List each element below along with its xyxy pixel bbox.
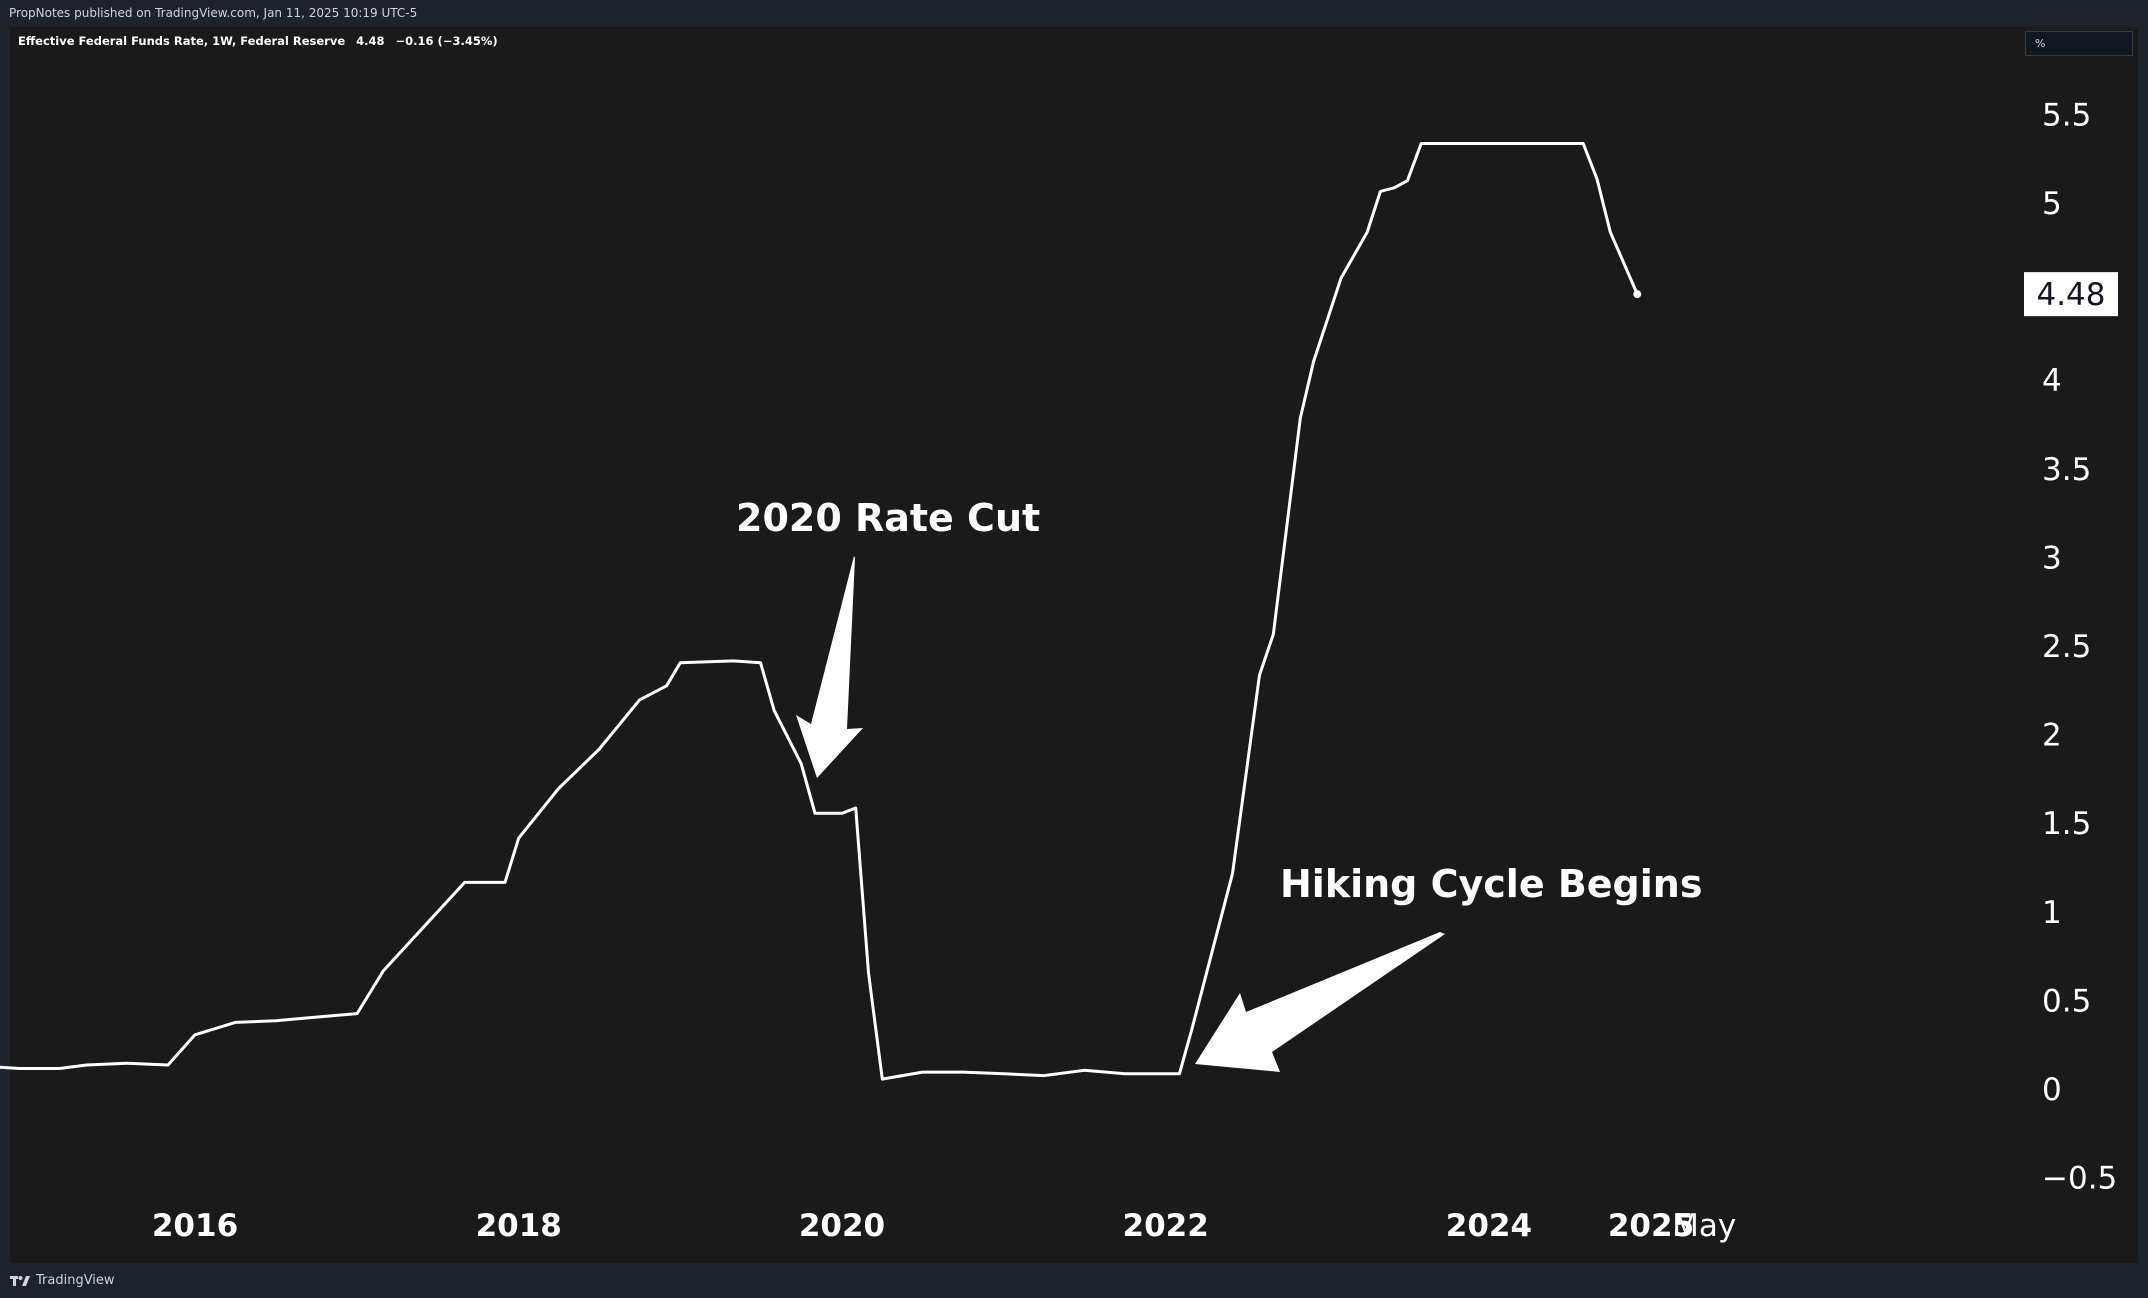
y-tick-label: 1.5 — [2042, 806, 2091, 842]
y-tick-label: 4 — [2042, 363, 2062, 399]
x-tick-label: 2018 — [476, 1208, 562, 1244]
y-tick-label: 2.5 — [2042, 629, 2091, 665]
legend-series-name: Effective Federal Funds Rate, 1W, Federa… — [18, 34, 346, 48]
footer-bar: TradingView — [0, 1263, 2148, 1298]
y-tick-label: −0.5 — [2042, 1161, 2117, 1197]
y-tick-label: 0.5 — [2042, 983, 2091, 1019]
y-tick-label: 1 — [2042, 895, 2062, 931]
annotation-layer: 2020 Rate Cut Hiking Cycle Begins — [736, 496, 1702, 1072]
last-point-marker — [1633, 290, 1642, 299]
y-tick-label: 3 — [2042, 540, 2062, 576]
series-line[interactable] — [0, 142, 1639, 1081]
x-tick-label: 2024 — [1446, 1208, 1532, 1244]
hiking-cycle-arrow — [1195, 932, 1445, 1072]
x-tick-label: 2022 — [1123, 1208, 1209, 1244]
series-layer — [0, 142, 1642, 1081]
brand-label: TradingView — [36, 1273, 115, 1288]
tradingview-brand[interactable]: TradingView — [10, 1273, 115, 1288]
y-tick-label: 5.5 — [2042, 97, 2091, 133]
x-tick-label: May — [1672, 1208, 1736, 1244]
legend-last-value: 4.48 — [356, 34, 385, 48]
chart-panel[interactable] — [10, 27, 2138, 1263]
y-axis: 5.5 5 4 3.5 3 2.5 2 1.5 1 0.5 0 −0.5 — [2042, 97, 2117, 1196]
y-tick-label: 5 — [2042, 186, 2062, 222]
x-tick-label: 2016 — [152, 1208, 238, 1244]
y-tick-label: 2 — [2042, 718, 2062, 754]
annotation-hiking-cycle: Hiking Cycle Begins — [1280, 862, 1702, 906]
annotation-rate-cut: 2020 Rate Cut — [736, 496, 1040, 540]
tradingview-logo-icon — [10, 1275, 30, 1286]
last-value-badge — [2024, 272, 2118, 317]
unit-label: % — [2035, 37, 2046, 50]
x-tick-label: 2025 — [1608, 1208, 1694, 1244]
last-value-label: 4.48 — [2024, 272, 2118, 317]
unit-selector[interactable]: % — [2025, 31, 2133, 56]
publisher-text: PropNotes published on TradingView.com, … — [9, 6, 418, 20]
series-legend[interactable]: Effective Federal Funds Rate, 1W, Federa… — [18, 34, 505, 48]
x-tick-label: 2020 — [799, 1208, 885, 1244]
rate-cut-arrow — [796, 556, 863, 778]
last-value-text: 4.48 — [2036, 277, 2105, 313]
y-tick-label: 3.5 — [2042, 452, 2091, 488]
y-tick-label: 0 — [2042, 1072, 2062, 1108]
publisher-header: PropNotes published on TradingView.com, … — [0, 0, 2148, 27]
legend-change: −0.16 (−3.45%) — [395, 34, 498, 48]
